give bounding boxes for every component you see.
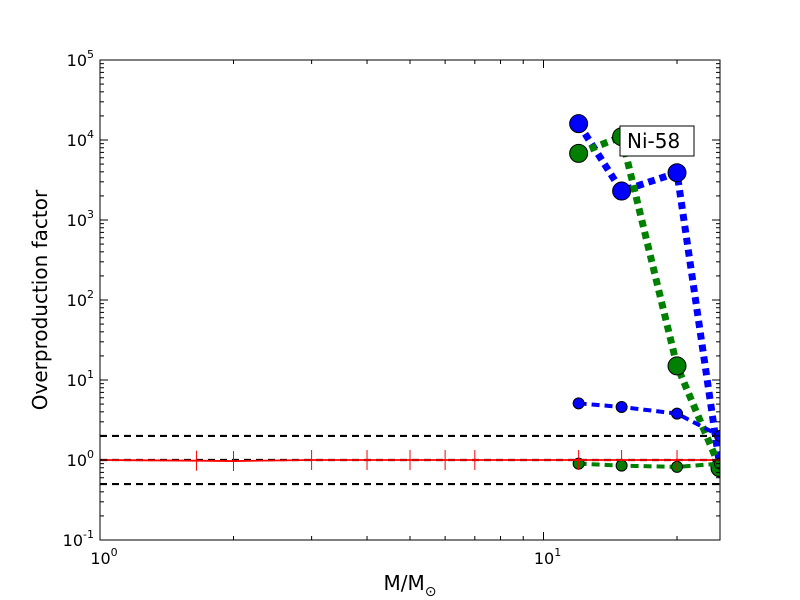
y-tick-label: 10-1: [63, 528, 94, 550]
x-axis-label-subscript: ⊙: [425, 584, 437, 600]
series-line-0: [575, 121, 720, 469]
x-tick-label: 101: [534, 546, 561, 568]
y-tick-label: 103: [67, 208, 94, 230]
series-line-3: [578, 461, 720, 469]
data-point: [569, 114, 589, 134]
series-line-2: [578, 401, 720, 438]
data-point: [572, 397, 585, 410]
data-point: [671, 407, 684, 420]
data-point: [615, 400, 628, 413]
x-axis-label: M/M⊙: [384, 571, 437, 600]
y-tick-label: 105: [67, 48, 94, 70]
data-point: [612, 181, 632, 201]
series-line-1: [577, 131, 720, 470]
y-axis-label: Overproduction factor: [28, 189, 52, 410]
data-point: [569, 143, 589, 163]
y-tick-label: 102: [67, 288, 94, 310]
annotation-label: Ni-58: [627, 129, 680, 153]
series-line-4: [100, 459, 720, 462]
series-layer: [100, 114, 720, 478]
data-point: [667, 356, 687, 376]
y-tick-label: 101: [67, 368, 94, 390]
data-point: [667, 163, 687, 183]
annotation-box: Ni-58: [619, 125, 695, 157]
x-tick-label: 100: [90, 546, 117, 568]
y-tick-label: 104: [67, 128, 94, 150]
y-tick-label: 100: [67, 448, 94, 470]
